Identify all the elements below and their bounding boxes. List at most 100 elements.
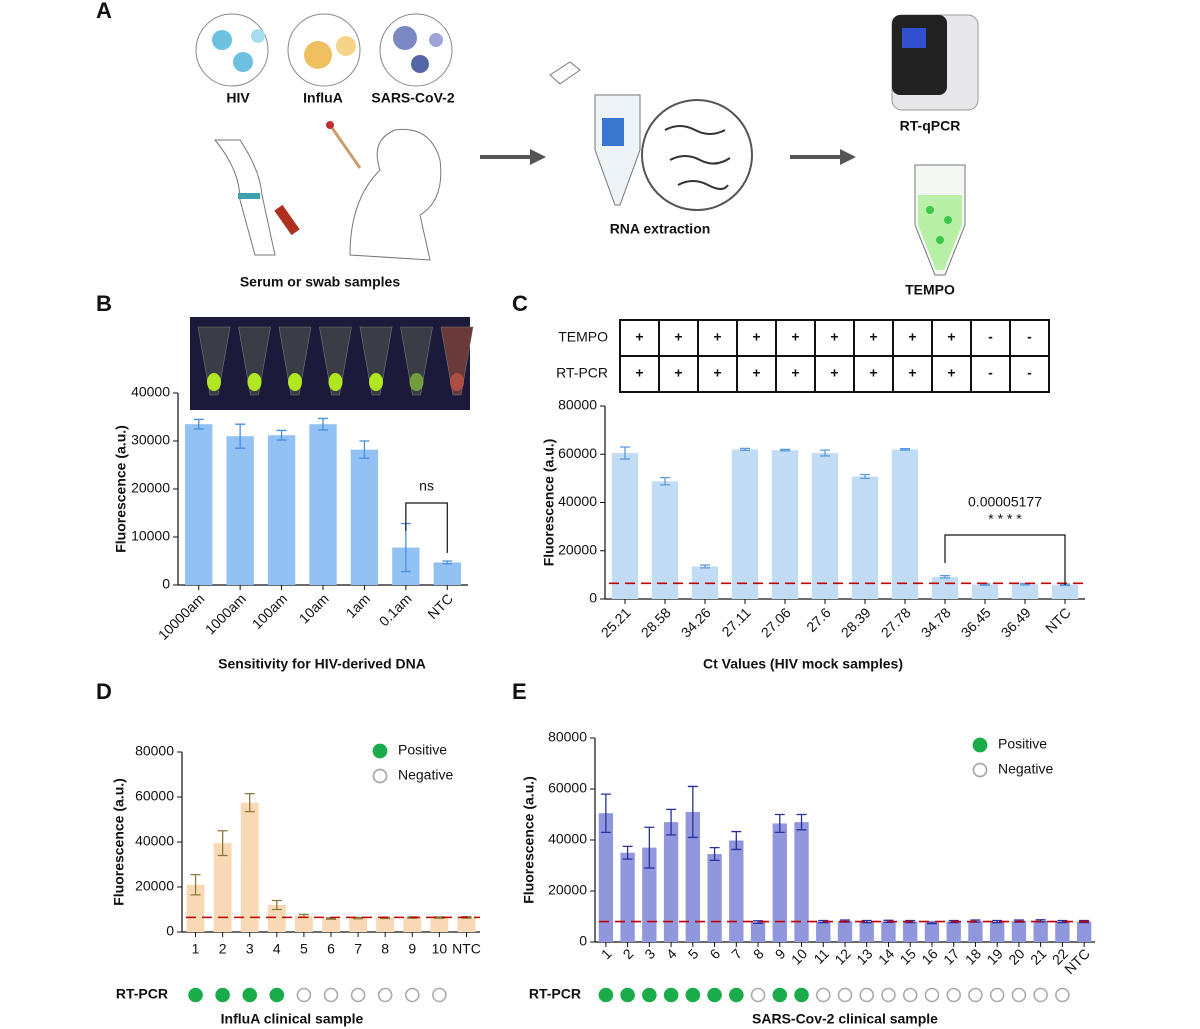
x-tick-label: 3 bbox=[246, 941, 254, 957]
x-tick-label: 15 bbox=[897, 945, 919, 967]
bar bbox=[226, 436, 254, 585]
p-value: 0.00005177 bbox=[968, 494, 1042, 510]
error-bar bbox=[709, 847, 720, 862]
bar bbox=[946, 921, 961, 942]
x-tick-label: 27.6 bbox=[803, 604, 834, 635]
error-bar bbox=[1057, 919, 1068, 924]
swab bbox=[328, 124, 362, 169]
table-cell-text: + bbox=[674, 329, 682, 345]
rt-pcr-result bbox=[404, 987, 420, 1003]
tube-cap bbox=[549, 61, 581, 85]
significance-bracket bbox=[405, 502, 448, 553]
y-tick-label: 40000 bbox=[548, 831, 587, 847]
table-cell-text: + bbox=[947, 329, 955, 345]
y-axis-title: Fluorescence (a.u.) bbox=[111, 778, 127, 906]
bar bbox=[729, 840, 744, 942]
bar bbox=[294, 915, 313, 932]
virus-icon bbox=[429, 33, 443, 47]
table-cell-text: + bbox=[908, 329, 916, 345]
rt-pcr-result bbox=[377, 987, 393, 1003]
rt-pcr-result bbox=[1055, 987, 1070, 1003]
table-cell-text: + bbox=[830, 365, 838, 381]
rt-pcr-result bbox=[1033, 987, 1048, 1003]
x-tick-label: 14 bbox=[875, 945, 897, 967]
person-illustration bbox=[349, 128, 442, 261]
error-bar bbox=[660, 477, 670, 486]
bar bbox=[309, 424, 337, 585]
panel-label: D bbox=[96, 679, 112, 704]
bar bbox=[772, 823, 787, 942]
table-cell-text: + bbox=[752, 365, 760, 381]
x-tick-label: 9 bbox=[772, 945, 789, 962]
panel-label: B bbox=[96, 291, 112, 316]
fluorescence-photo bbox=[190, 317, 474, 410]
x-tick-label: 10am bbox=[296, 590, 332, 626]
panel-a: A HIV InfluA SARS-CoV-2 Serum or swab sa… bbox=[96, 0, 979, 298]
error-bar bbox=[442, 560, 453, 565]
x-tick-label: 20 bbox=[1005, 945, 1027, 967]
bar bbox=[771, 450, 799, 599]
bar bbox=[457, 917, 476, 932]
error-bar bbox=[244, 792, 255, 813]
x-tick-label: 36.49 bbox=[998, 604, 1034, 640]
virus-icon bbox=[195, 13, 269, 87]
error-bar bbox=[359, 440, 370, 459]
rt-pcr-result bbox=[750, 987, 766, 1003]
table-cell-text: + bbox=[947, 365, 955, 381]
bar bbox=[881, 921, 896, 942]
error-bar bbox=[318, 417, 328, 431]
tube-glow bbox=[409, 373, 424, 391]
photo-tube bbox=[197, 326, 231, 396]
bar bbox=[859, 921, 874, 942]
error-bar bbox=[193, 418, 204, 430]
y-tick-label: 60000 bbox=[558, 445, 597, 461]
x-tick-label: 7 bbox=[728, 945, 745, 962]
significance-label: * * * * bbox=[988, 511, 1022, 527]
rt-pcr-result bbox=[432, 987, 447, 1003]
bar bbox=[1033, 920, 1048, 942]
x-tick-label: 3 bbox=[641, 945, 658, 962]
table-cell-text: - bbox=[1027, 365, 1032, 381]
rna-strands bbox=[664, 125, 731, 190]
error-bar bbox=[190, 873, 201, 896]
y-tick-label: 60000 bbox=[548, 780, 587, 796]
rt-pcr-result bbox=[707, 987, 722, 1003]
rt-pcr-label: RT-PCR bbox=[529, 986, 581, 1002]
bar bbox=[376, 917, 395, 932]
photo-tube bbox=[400, 326, 433, 396]
x-tick-label: 27.06 bbox=[758, 604, 794, 640]
y-axis-title: Fluorescence (a.u.) bbox=[521, 776, 537, 904]
x-tick-label: 1000am bbox=[202, 590, 249, 637]
x-tick-label: 17 bbox=[940, 945, 962, 967]
panel-label: E bbox=[512, 679, 527, 704]
virus-icon bbox=[379, 13, 453, 87]
bar bbox=[267, 435, 296, 585]
table-cell-text: + bbox=[635, 365, 643, 381]
y-tick-label: 10000 bbox=[131, 528, 170, 544]
tube bbox=[594, 94, 641, 206]
table-row-label: TEMPO bbox=[558, 329, 608, 345]
bar bbox=[903, 921, 918, 942]
x-tick-label: 4 bbox=[273, 941, 281, 957]
bar bbox=[891, 449, 919, 599]
rt-pcr-result bbox=[620, 987, 635, 1003]
bar bbox=[1051, 584, 1079, 599]
rt-pcr-result bbox=[837, 987, 853, 1003]
table-cell-text: + bbox=[791, 329, 799, 345]
y-tick-label: 30000 bbox=[131, 432, 170, 448]
y-axis-title: Fluorescence (a.u.) bbox=[541, 439, 557, 567]
virus-icon bbox=[336, 36, 356, 56]
legend-label: Negative bbox=[398, 767, 453, 783]
bar bbox=[663, 822, 679, 942]
x-tick-label: 25.21 bbox=[598, 604, 634, 640]
y-tick-label: 0 bbox=[579, 933, 587, 949]
bar bbox=[685, 811, 700, 942]
x-tick-label: 1 bbox=[598, 945, 615, 962]
tube-filter bbox=[602, 118, 624, 146]
x-axis-title: Sensitivity for HIV-derived DNA bbox=[218, 656, 426, 672]
rt-pcr-result bbox=[598, 987, 614, 1003]
virus-icon bbox=[233, 52, 253, 72]
y-tick-label: 0 bbox=[162, 576, 170, 592]
y-tick-label: 40000 bbox=[131, 384, 170, 400]
error-bar bbox=[940, 574, 950, 579]
